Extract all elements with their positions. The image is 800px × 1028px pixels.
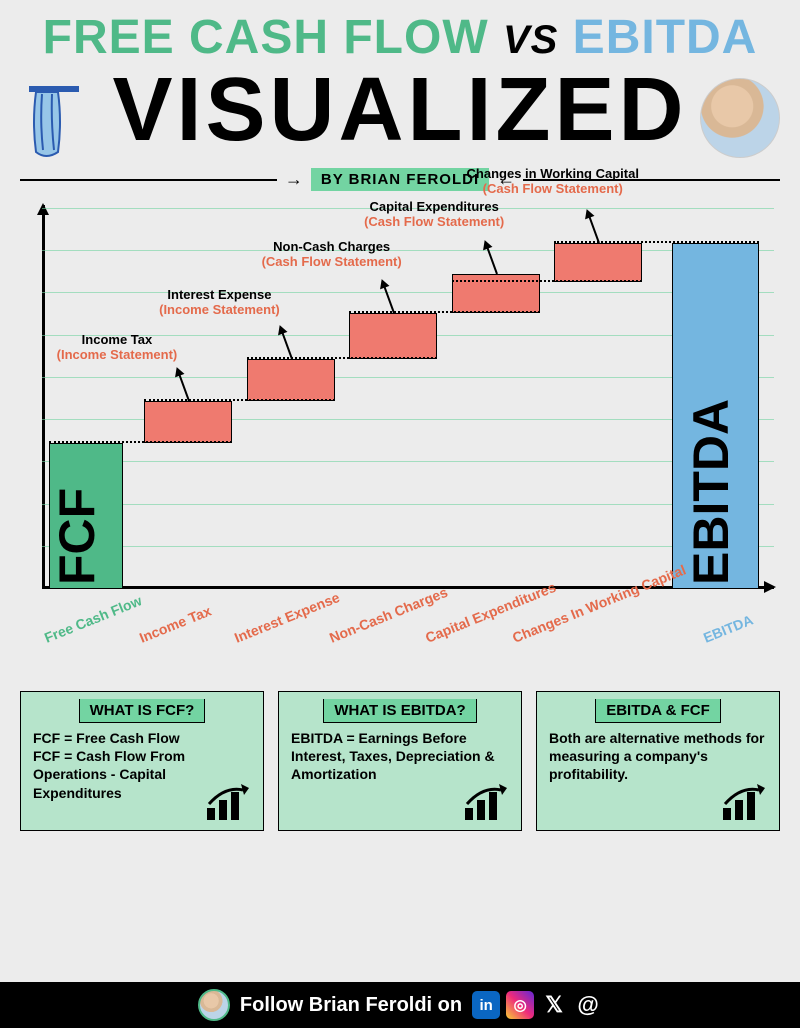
grid-line <box>42 461 774 462</box>
callout-arrow <box>177 369 191 402</box>
callout-arrow <box>279 326 293 359</box>
info-text: Both are alternative methods for measuri… <box>549 729 767 784</box>
info-box-both: EBITDA & FCF Both are alternative method… <box>536 691 780 831</box>
instagram-icon[interactable]: ◎ <box>506 991 534 1019</box>
threads-icon[interactable]: @ <box>574 991 602 1019</box>
connector <box>247 357 437 359</box>
callout-int: Interest Expense(Income Statement) <box>159 288 280 318</box>
chart-up-icon <box>721 782 771 822</box>
chart: FCF EBITDA Income Tax(Income Statement) Int… <box>20 199 780 679</box>
chart-area: FCF EBITDA Income Tax(Income Statement) Int… <box>42 205 774 589</box>
info-text: EBITDA = Earnings Before Interest, Taxes… <box>291 729 509 784</box>
x-icon[interactable]: 𝕏 <box>540 991 568 1019</box>
bar-tax <box>144 401 232 443</box>
connector <box>452 280 642 282</box>
grid-line <box>42 292 774 293</box>
social-icons: in ◎ 𝕏 @ <box>472 991 602 1019</box>
connector <box>49 441 232 443</box>
title-part2: VS <box>503 18 558 62</box>
info-row: WHAT IS FCF? FCF = Free Cash FlowFCF = C… <box>20 691 780 831</box>
info-title: WHAT IS EBITDA? <box>323 699 476 723</box>
footer-avatar <box>198 989 230 1021</box>
bar-label-fcf: FCF <box>48 488 106 585</box>
x-label: Free Cash Flow <box>42 592 144 646</box>
callout-arrow <box>587 211 601 244</box>
info-title: EBITDA & FCF <box>595 699 721 723</box>
title-line2: VISUALIZED <box>20 59 780 162</box>
avatar <box>700 78 780 158</box>
callout-capex: Capital Expenditures(Cash Flow Statement… <box>364 200 504 230</box>
grid-line <box>42 546 774 547</box>
byline-badge: BY BRIAN FEROLDI <box>311 168 489 191</box>
bar-int <box>247 359 335 401</box>
info-box-fcf: WHAT IS FCF? FCF = Free Cash FlowFCF = C… <box>20 691 264 831</box>
title-part3: EBITDA <box>573 11 758 64</box>
waterfall-icon <box>24 78 94 158</box>
info-title: WHAT IS FCF? <box>79 699 206 723</box>
connector <box>144 399 334 401</box>
footer: Follow Brian Feroldi on in ◎ 𝕏 @ <box>0 982 800 1028</box>
bar-label-ebitda: EBITDA <box>682 399 740 585</box>
grid-line <box>42 377 774 378</box>
footer-text: Follow Brian Feroldi on <box>240 994 462 1017</box>
info-box-ebitda: WHAT IS EBITDA? EBITDA = Earnings Before… <box>278 691 522 831</box>
callout-ncc: Non-Cash Charges(Cash Flow Statement) <box>262 240 402 270</box>
connector <box>554 241 759 243</box>
callout-arrow <box>484 242 498 275</box>
header: FREE CASH FLOW VS EBITDA VISUALIZED <box>0 0 800 162</box>
chart-up-icon <box>463 782 513 822</box>
bar-nwc <box>554 243 642 281</box>
grid-line <box>42 250 774 251</box>
divider: → BY BRIAN FEROLDI ← <box>20 168 780 191</box>
grid-line <box>42 504 774 505</box>
chart-up-icon <box>205 782 255 822</box>
x-label: EBITDA <box>701 611 755 645</box>
x-label: Income Tax <box>137 603 213 646</box>
x-label: Interest Expense <box>232 589 342 646</box>
callout-tax: Income Tax(Income Statement) <box>57 333 178 363</box>
arrow-right-icon: → <box>285 169 303 190</box>
linkedin-icon[interactable]: in <box>472 991 500 1019</box>
callout-arrow <box>382 280 396 313</box>
connector <box>349 311 539 313</box>
bar-ncc <box>349 313 437 359</box>
title-line1: FREE CASH FLOW VS EBITDA <box>20 10 780 65</box>
title-part1: FREE CASH FLOW <box>43 11 489 64</box>
x-axis-labels: Free Cash FlowIncome Tax Interest Expense… <box>42 589 774 679</box>
y-axis <box>42 205 45 589</box>
callout-nwc: Changes in Working Capital(Cash Flow Sta… <box>467 167 639 197</box>
divider-line <box>20 179 277 181</box>
